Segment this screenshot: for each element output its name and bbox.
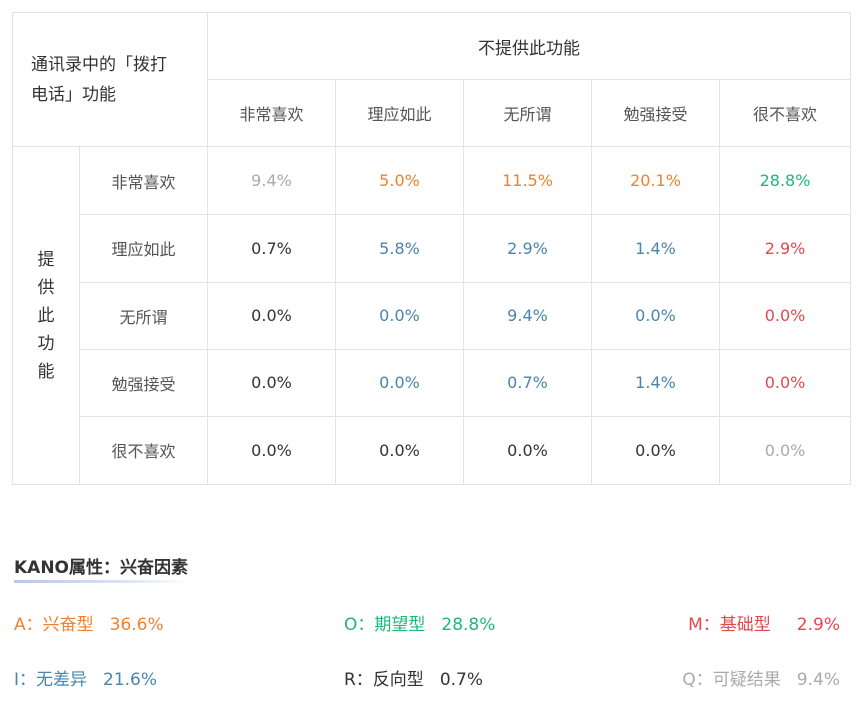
corner-label-line-2: 电话」功能 bbox=[31, 84, 116, 105]
table-cell: 20.1% bbox=[591, 146, 720, 216]
kano-evaluation-table: 通讯录中的「拨打 电话」功能 不提供此功能 非常喜欢 理应如此 无所谓 勉强接受… bbox=[12, 11, 852, 486]
table-cell: 0.0% bbox=[591, 415, 720, 486]
table-cell: 0.0% bbox=[718, 415, 852, 486]
table-cell: 0.7% bbox=[207, 214, 336, 283]
legend-value: 28.8% bbox=[441, 615, 496, 635]
row-header: 非常喜欢 bbox=[79, 146, 208, 216]
legend-label: I：无差异 bbox=[14, 670, 88, 690]
legend-label: O：期望型 bbox=[344, 615, 426, 635]
table-cell: 0.0% bbox=[591, 281, 720, 350]
table-cell: 0.0% bbox=[335, 415, 464, 486]
corner-label-line-1: 通讯录中的「拨打 bbox=[31, 54, 167, 75]
column-header: 很不喜欢 bbox=[718, 79, 852, 148]
legend-attractive: A：兴奋型 36.6% bbox=[14, 610, 164, 635]
legend-label: Q：可疑结果 bbox=[682, 670, 781, 690]
table-cell: 2.9% bbox=[463, 214, 592, 283]
table-cell: 5.8% bbox=[335, 214, 464, 283]
table-cell: 0.0% bbox=[463, 415, 592, 486]
table-cell: 1.4% bbox=[591, 348, 720, 417]
row-header: 理应如此 bbox=[79, 214, 208, 283]
summary-title-underline bbox=[14, 580, 189, 583]
table-cell: 0.0% bbox=[207, 348, 336, 417]
legend-label: R：反向型 bbox=[344, 670, 424, 690]
row-header: 无所谓 bbox=[79, 281, 208, 350]
table-cell: 5.0% bbox=[335, 146, 464, 216]
legend-value: 36.6% bbox=[109, 615, 164, 635]
row-header: 勉强接受 bbox=[79, 348, 208, 417]
table-cell: 0.0% bbox=[207, 415, 336, 486]
table-cell: 0.0% bbox=[718, 281, 852, 350]
table-cell: 0.0% bbox=[718, 348, 852, 417]
corner-label: 通讯录中的「拨打 电话」功能 bbox=[12, 11, 208, 148]
column-header: 无所谓 bbox=[463, 79, 592, 148]
table-cell: 0.0% bbox=[207, 281, 336, 350]
table-cell: 2.9% bbox=[718, 214, 852, 283]
table-cell: 9.4% bbox=[463, 281, 592, 350]
table-cell: 28.8% bbox=[718, 146, 852, 216]
column-header: 非常喜欢 bbox=[207, 79, 336, 148]
legend-reverse: R：反向型 0.7% bbox=[344, 665, 483, 690]
table-cell: 0.7% bbox=[463, 348, 592, 417]
row-group-header: 提 供 此 功 能 bbox=[12, 146, 80, 485]
legend-value: 0.7% bbox=[439, 670, 484, 690]
legend-questionable: Q：可疑结果 9.4% bbox=[682, 665, 840, 690]
column-header: 勉强接受 bbox=[591, 79, 720, 148]
summary-title: KANO属性：兴奋因素 bbox=[14, 553, 189, 583]
legend-label: M：基础型 bbox=[688, 615, 771, 635]
legend-label: A：兴奋型 bbox=[14, 615, 94, 635]
row-group-char: 此 bbox=[37, 305, 55, 326]
row-group-char: 能 bbox=[37, 361, 55, 382]
row-group-char: 功 bbox=[37, 333, 55, 354]
table-cell: 1.4% bbox=[591, 214, 720, 283]
row-header: 很不喜欢 bbox=[79, 415, 208, 486]
table-cell: 0.0% bbox=[335, 281, 464, 350]
table-cell: 11.5% bbox=[463, 146, 592, 216]
summary-title-text: KANO属性：兴奋因素 bbox=[14, 558, 189, 578]
legend-value: 21.6% bbox=[103, 670, 158, 690]
row-group-char: 供 bbox=[37, 277, 55, 298]
table-cell: 9.4% bbox=[207, 146, 336, 216]
legend-indifferent: I：无差异 21.6% bbox=[14, 665, 157, 690]
column-header: 理应如此 bbox=[335, 79, 464, 148]
legend-value: 2.9% bbox=[796, 615, 840, 635]
legend-one-dimensional: O：期望型 28.8% bbox=[344, 610, 495, 635]
table-cell: 0.0% bbox=[335, 348, 464, 417]
row-group-char: 提 bbox=[37, 249, 55, 270]
legend-value: 9.4% bbox=[796, 670, 840, 690]
legend-must-be: M：基础型 2.9% bbox=[688, 610, 840, 635]
column-group-header: 不提供此功能 bbox=[206, 11, 852, 81]
